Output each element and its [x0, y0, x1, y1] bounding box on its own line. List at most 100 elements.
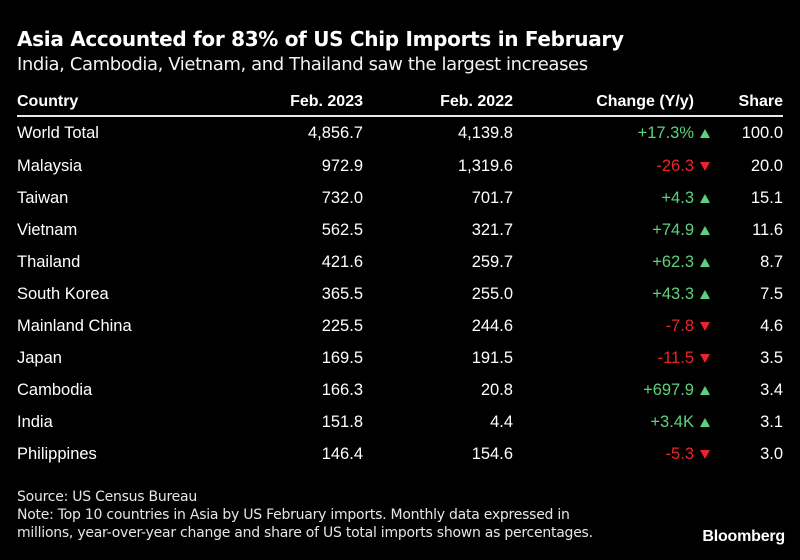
- table-row: Mainland China 225.5 244.6 -7.8 4.6: [17, 310, 783, 342]
- footnotes: Source: US Census Bureau Note: Top 10 co…: [17, 488, 593, 542]
- cell-share: 8.7: [760, 252, 783, 271]
- cell-change: +74.9: [652, 220, 694, 239]
- triangle-down-icon: [700, 449, 710, 459]
- triangle-up-icon: [700, 257, 710, 267]
- cell-change: -7.8: [665, 316, 694, 335]
- cell-feb-2022: 321.7: [471, 220, 513, 239]
- chart-subtitle: India, Cambodia, Vietnam, and Thailand s…: [17, 54, 588, 75]
- cell-arrow: [694, 406, 720, 438]
- cell-country: Vietnam: [17, 220, 78, 239]
- cell-feb-2022: 244.6: [471, 316, 513, 335]
- cell-arrow: [694, 342, 720, 374]
- imports-table: Country Feb. 2023 Feb. 2022 Change (Y/y)…: [17, 88, 783, 470]
- cell-change: +62.3: [652, 252, 694, 271]
- column-header-country: Country: [17, 88, 237, 117]
- cell-arrow: [694, 374, 720, 406]
- cell-change: -11.5: [657, 348, 694, 367]
- cell-country: Thailand: [17, 252, 81, 271]
- cell-country: Cambodia: [17, 380, 93, 399]
- cell-feb-2023: 169.5: [321, 348, 363, 367]
- bloomberg-logo: Bloomberg: [702, 528, 785, 545]
- cell-arrow: [694, 246, 720, 278]
- cell-country: South Korea: [17, 284, 109, 303]
- cell-feb-2023: 225.5: [321, 316, 363, 335]
- table-row: Vietnam 562.5 321.7 +74.9 11.6: [17, 214, 783, 246]
- cell-country: India: [17, 412, 53, 431]
- table-row: Japan 169.5 191.5 -11.5 3.5: [17, 342, 783, 374]
- cell-country: World Total: [17, 124, 99, 142]
- cell-country: Mainland China: [17, 316, 132, 335]
- cell-share: 3.4: [760, 380, 783, 399]
- cell-feb-2022: 255.0: [471, 284, 513, 303]
- table-row: World Total 4,856.7 4,139.8 +17.3% 100.0: [17, 116, 783, 150]
- triangle-down-icon: [700, 353, 710, 363]
- table-row: India 151.8 4.4 +3.4K 3.1: [17, 406, 783, 438]
- cell-feb-2023: 151.8: [321, 412, 363, 431]
- cell-feb-2023: 166.3: [321, 380, 363, 399]
- cell-feb-2022: 259.7: [471, 252, 513, 271]
- cell-arrow: [694, 310, 720, 342]
- column-header-share: Share: [720, 88, 783, 117]
- cell-change: +4.3: [661, 188, 694, 207]
- cell-feb-2022: 4.4: [490, 412, 513, 431]
- triangle-up-icon: [700, 385, 710, 395]
- table-row: South Korea 365.5 255.0 +43.3 7.5: [17, 278, 783, 310]
- cell-feb-2022: 1,319.6: [457, 156, 513, 175]
- triangle-up-icon: [700, 225, 710, 235]
- cell-arrow: [694, 438, 720, 470]
- triangle-up-icon: [700, 193, 710, 203]
- cell-feb-2022: 701.7: [471, 188, 513, 207]
- cell-arrow: [694, 278, 720, 310]
- cell-arrow: [694, 182, 720, 214]
- cell-change: +43.3: [652, 284, 694, 303]
- cell-change: -26.3: [656, 156, 694, 175]
- triangle-up-icon: [700, 129, 710, 139]
- cell-feb-2022: 4,139.8: [457, 124, 513, 142]
- chart-title: Asia Accounted for 83% of US Chip Import…: [17, 27, 624, 51]
- cell-change: +17.3%: [637, 124, 694, 142]
- table-header-row: Country Feb. 2023 Feb. 2022 Change (Y/y)…: [17, 88, 783, 117]
- cell-change: +3.4K: [650, 412, 694, 431]
- column-header-feb-2023: Feb. 2023: [237, 88, 363, 117]
- column-header-change: Change (Y/y): [513, 88, 694, 117]
- cell-country: Philippines: [17, 444, 97, 463]
- triangle-up-icon: [700, 289, 710, 299]
- note-line-1: Note: Top 10 countries in Asia by US Feb…: [17, 507, 570, 523]
- cell-share: 20.0: [750, 156, 783, 175]
- source-note: Source: US Census Bureau: [17, 489, 197, 505]
- triangle-down-icon: [700, 321, 710, 331]
- triangle-down-icon: [700, 161, 710, 171]
- cell-feb-2022: 154.6: [471, 444, 513, 463]
- cell-share: 3.0: [760, 444, 783, 463]
- column-header-arrow: [694, 88, 720, 117]
- cell-share: 15.1: [750, 188, 783, 207]
- cell-share: 7.5: [760, 284, 783, 303]
- cell-change: +697.9: [643, 380, 694, 399]
- cell-feb-2023: 562.5: [321, 220, 363, 239]
- table-row: Thailand 421.6 259.7 +62.3 8.7: [17, 246, 783, 278]
- cell-share: 100.0: [741, 124, 783, 142]
- cell-feb-2023: 4,856.7: [307, 124, 363, 142]
- table-row: Philippines 146.4 154.6 -5.3 3.0: [17, 438, 783, 470]
- cell-arrow: [694, 150, 720, 182]
- table-row: Taiwan 732.0 701.7 +4.3 15.1: [17, 182, 783, 214]
- cell-feb-2023: 365.5: [321, 284, 363, 303]
- cell-country: Taiwan: [17, 188, 69, 207]
- cell-feb-2023: 421.6: [321, 252, 363, 271]
- cell-share: 3.5: [760, 348, 783, 367]
- cell-share: 3.1: [760, 412, 783, 431]
- note-line-2: millions, year-over-year change and shar…: [17, 525, 593, 541]
- cell-feb-2022: 191.5: [471, 348, 513, 367]
- cell-share: 11.6: [752, 220, 783, 239]
- cell-country: Malaysia: [17, 156, 83, 175]
- table-row: Cambodia 166.3 20.8 +697.9 3.4: [17, 374, 783, 406]
- cell-arrow: [694, 116, 720, 150]
- cell-feb-2023: 732.0: [321, 188, 363, 207]
- cell-feb-2023: 972.9: [321, 156, 363, 175]
- table-body: World Total 4,856.7 4,139.8 +17.3% 100.0 Mala…: [17, 116, 783, 470]
- cell-feb-2023: 146.4: [321, 444, 363, 463]
- table-row: Malaysia 972.9 1,319.6 -26.3 20.0: [17, 150, 783, 182]
- cell-feb-2022: 20.8: [480, 380, 513, 399]
- cell-change: -5.3: [665, 444, 694, 463]
- column-header-feb-2022: Feb. 2022: [363, 88, 513, 117]
